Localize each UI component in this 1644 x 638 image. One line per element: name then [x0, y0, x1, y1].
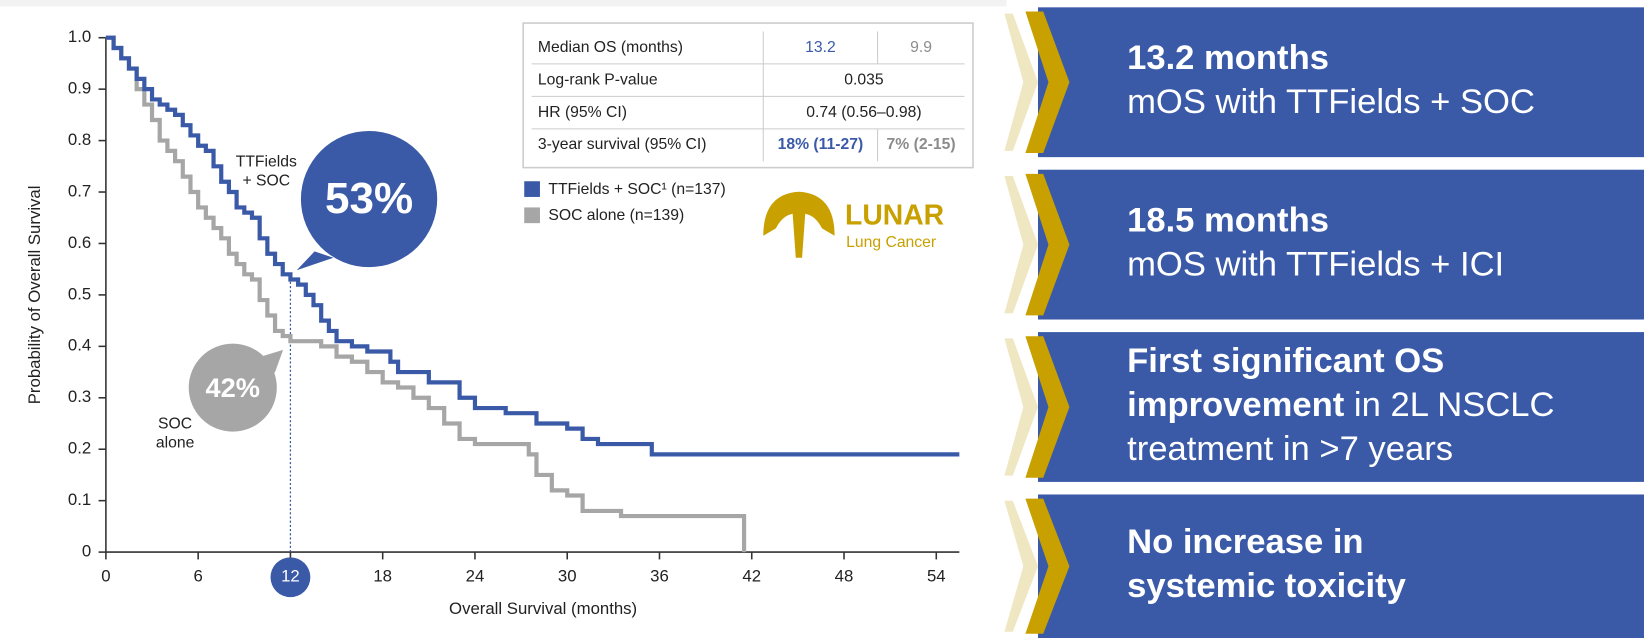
- panel-run: First significant OS: [1127, 342, 1444, 380]
- y-tick-label: 1.0: [68, 27, 91, 46]
- bubble-text: 53%: [325, 174, 413, 223]
- panel-run: 18.5 months: [1127, 202, 1329, 240]
- panel: [1037, 169, 1644, 320]
- y-axis-label: Probability of Overall Survival: [25, 186, 44, 405]
- panel-run: 13.2 months: [1127, 39, 1329, 77]
- x-tick-label: 12: [281, 567, 300, 586]
- y-tick-label: 0: [82, 542, 91, 561]
- panel-run: systemic toxicity: [1127, 567, 1407, 605]
- logo-icon: [763, 191, 835, 258]
- table-cell: HR (95% CI): [538, 104, 627, 121]
- panel-run: improvement: [1127, 386, 1345, 424]
- table-cell: 13.2: [805, 39, 836, 56]
- chevron: [1025, 498, 1070, 634]
- x-tick-label: 24: [466, 567, 485, 586]
- panel-run: in 2L NSCLC: [1344, 386, 1554, 424]
- panel: [1037, 494, 1644, 638]
- table-cell: 0.74 (0.56–0.98): [806, 104, 921, 121]
- curve-label: TTFields: [236, 154, 297, 171]
- panel-run: No increase in: [1127, 523, 1363, 561]
- x-tick-label: 0: [101, 567, 110, 586]
- x-tick-label: 54: [927, 567, 946, 586]
- panel-text: mOS with TTFields + ICI: [1127, 246, 1504, 284]
- y-tick-label: 0.1: [68, 490, 91, 509]
- panel-text: 18.5 months: [1127, 202, 1329, 240]
- x-tick-label: 30: [558, 567, 577, 586]
- legend-label: TTFields + SOC¹ (n=137): [548, 181, 725, 198]
- curve-label: alone: [156, 434, 195, 451]
- legend-swatch: [524, 181, 540, 197]
- chevron-pale: [1004, 500, 1038, 632]
- table-cell: 18% (11-27): [778, 136, 864, 153]
- y-tick-label: 0.8: [68, 130, 91, 149]
- chevron: [1025, 173, 1070, 316]
- panel-run: mOS with TTFields + SOC: [1127, 83, 1535, 121]
- chevron: [1025, 336, 1070, 478]
- x-axis-label: Overall Survival (months): [449, 599, 637, 618]
- panel-text: First significant OS: [1127, 342, 1444, 380]
- curve-label: + SOC: [242, 172, 290, 189]
- panel: [1037, 332, 1644, 482]
- legend-label: SOC alone (n=139): [548, 207, 684, 224]
- chevron-pale: [1004, 338, 1038, 476]
- logo: LUNAR Lung Cancer: [763, 191, 944, 258]
- x-tick-label: 42: [742, 567, 761, 586]
- panel-run: mOS with TTFields + ICI: [1127, 246, 1504, 284]
- bubble-tail: [296, 251, 334, 271]
- x-tick-label: 18: [373, 567, 392, 586]
- panel: [1037, 7, 1644, 158]
- table-cell: Log-rank P-value: [538, 71, 658, 88]
- survival-curve: [105, 35, 960, 457]
- table-cell: 0.035: [844, 71, 884, 88]
- panel-text: improvement in 2L NSCLC: [1127, 386, 1554, 424]
- bubble-text: 42%: [205, 372, 260, 403]
- chevron-pale: [1004, 13, 1038, 151]
- table-cell: 3-year survival (95% CI): [538, 136, 707, 153]
- x-tick-label: 36: [650, 567, 669, 586]
- y-tick-label: 0.3: [68, 387, 91, 406]
- panel-text: treatment in >7 years: [1127, 430, 1453, 468]
- logo-subtitle: Lung Cancer: [846, 234, 936, 251]
- table-cell: 9.9: [910, 39, 932, 56]
- y-tick-label: 0.5: [68, 284, 91, 303]
- panel-text: 13.2 months: [1127, 39, 1329, 77]
- highlight-circle: [270, 557, 311, 598]
- panel-text: No increase in: [1127, 523, 1363, 561]
- panel-text: mOS with TTFields + SOC: [1127, 83, 1535, 121]
- top-strip: [0, 0, 1007, 7]
- curve-label: SOC: [158, 415, 192, 432]
- y-tick-label: 0.4: [68, 336, 91, 355]
- bubble: [300, 130, 438, 268]
- panel-text: systemic toxicity: [1127, 567, 1407, 605]
- y-tick-label: 0.2: [68, 439, 91, 458]
- panel-run: treatment in >7 years: [1127, 430, 1453, 468]
- chevron-pale: [1004, 176, 1038, 314]
- y-tick-label: 0.9: [68, 79, 91, 98]
- logo-name: LUNAR: [845, 198, 944, 230]
- bubble: [188, 343, 277, 432]
- bubble-tail: [262, 349, 284, 373]
- legend-swatch: [524, 207, 540, 224]
- table-cell: Median OS (months): [538, 39, 683, 56]
- chevron: [1025, 11, 1070, 153]
- table-box: [522, 22, 974, 169]
- x-tick-label: 6: [193, 567, 202, 586]
- table-cell: 7% (2-15): [887, 136, 956, 153]
- survival-curve: [105, 35, 747, 553]
- y-tick-label: 0.7: [68, 181, 91, 200]
- x-tick-label: 48: [835, 567, 854, 586]
- y-tick-label: 0.6: [68, 233, 91, 252]
